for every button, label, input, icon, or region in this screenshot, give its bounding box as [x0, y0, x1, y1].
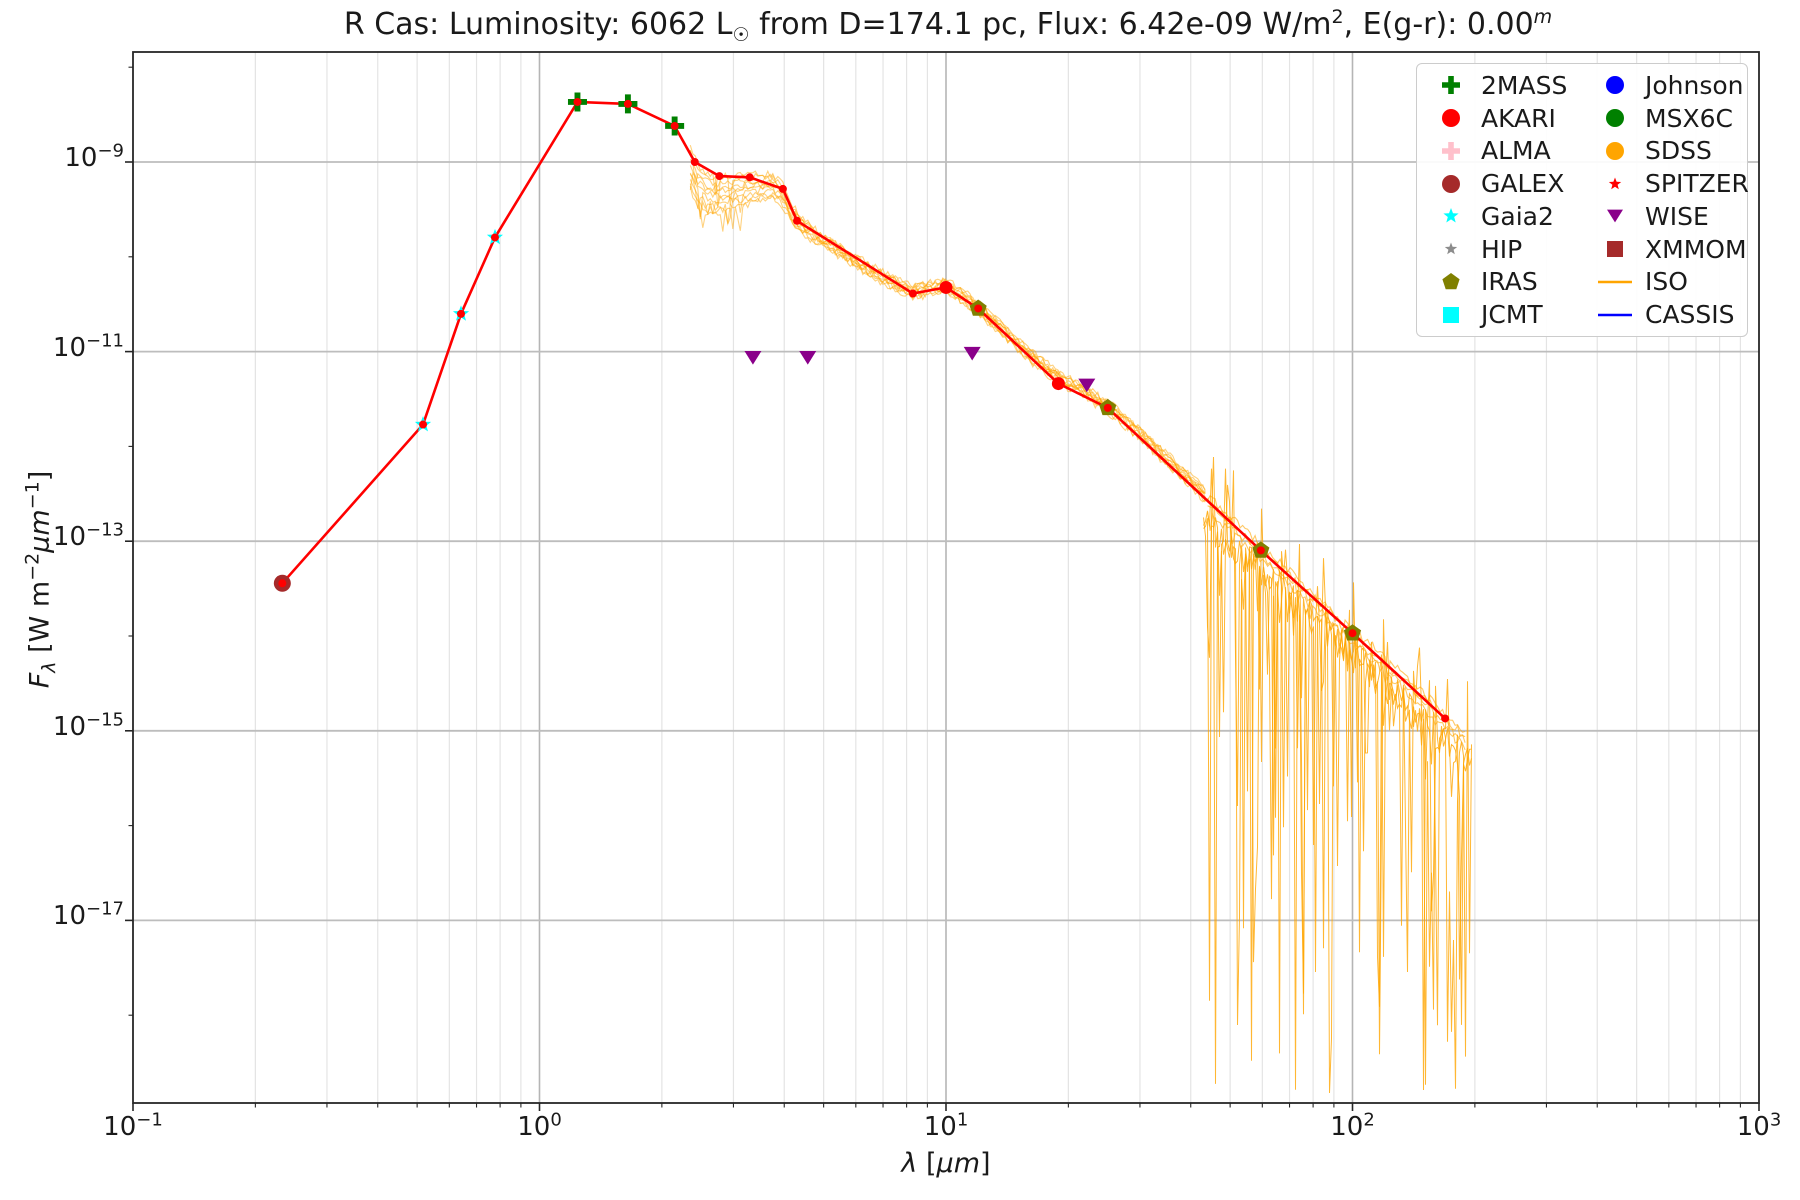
legend-item-2mass: 2MASS: [1417, 69, 1581, 102]
legend-item-spitzer: SPITZER: [1581, 167, 1749, 200]
legend-label-alma: ALMA: [1481, 136, 1551, 166]
legend-marker-galex-icon: [1442, 174, 1460, 193]
legend-marker-2mass-icon: [1442, 76, 1460, 95]
legend-marker-xmmom-icon: [1607, 241, 1623, 258]
legend-item-jcmt: JCMT: [1417, 298, 1581, 331]
legend-label-akari: AKARI: [1481, 103, 1556, 133]
legend-label-gaia2: Gaia2: [1481, 201, 1554, 231]
legend: 2MASS AKARI ALMA GALEX Gaia2 HIP IRAS JCMT John…: [1416, 63, 1749, 337]
legend-item-akari: AKARI: [1417, 102, 1581, 135]
legend-item-johnson: Johnson: [1581, 69, 1747, 102]
y-label-exp-a: −2: [21, 552, 44, 581]
iso-spectra: [689, 144, 1472, 1094]
legend-label-2mass: 2MASS: [1481, 70, 1568, 100]
photometry-markers: [273, 92, 1450, 723]
legend-item-alma: ALMA: [1417, 135, 1581, 168]
title-flux-exponent: 2: [1331, 6, 1344, 28]
x-label-unit: μm: [936, 1148, 981, 1179]
legend-item-gaia2: Gaia2: [1417, 200, 1581, 233]
legend-marker-wise-icon: [1607, 209, 1623, 223]
legend-item-sdss: SDSS: [1581, 135, 1747, 168]
title-mid: from D=174.1 pc, Flux: 6.42e-09 W/m: [749, 7, 1332, 42]
legend-label-spitzer: SPITZER: [1645, 169, 1749, 199]
legend-marker-hip-icon: [1444, 242, 1458, 255]
y-tick-label-4: 10−17: [52, 898, 124, 932]
legend-label-jcmt: JCMT: [1481, 300, 1543, 330]
legend-item-cassis: CASSIS: [1581, 298, 1747, 331]
legend-marker-akari-icon: [1442, 109, 1460, 128]
legend-label-hip: HIP: [1481, 234, 1523, 264]
legend-item-xmmom: XMMOM: [1581, 233, 1747, 266]
legend-marker-iso-icon: [1598, 280, 1632, 284]
legend-label-galex: GALEX: [1481, 169, 1565, 199]
legend-column-2: Johnson MSX6C SDSS SPITZER WISE XMMOM ISO CASSI…: [1581, 64, 1749, 336]
legend-column-1: 2MASS AKARI ALMA GALEX Gaia2 HIP IRAS JCMT: [1417, 64, 1581, 336]
legend-marker-sdss-icon: [1606, 141, 1624, 160]
x-label-bracket-close: ]: [980, 1148, 991, 1179]
sed-line: [281, 100, 1446, 720]
legend-marker-cassis-icon: [1598, 313, 1632, 316]
legend-label-iso: ISO: [1645, 267, 1688, 297]
legend-label-msx6c: MSX6C: [1645, 103, 1733, 133]
y-label-exp-b: −1: [21, 481, 44, 510]
legend-marker-iras-icon: [1442, 272, 1460, 290]
x-label-bracket-open: [: [917, 1148, 937, 1179]
x-tick-label-4: 103: [1736, 1109, 1782, 1142]
x-tick-label-2: 101: [923, 1109, 969, 1142]
title-tail: , E(g-r): 0.00: [1343, 7, 1534, 42]
legend-item-msx6c: MSX6C: [1581, 102, 1747, 135]
y-label-sub: λ: [37, 661, 60, 673]
legend-item-iso: ISO: [1581, 266, 1747, 299]
legend-label-sdss: SDSS: [1645, 136, 1712, 166]
legend-item-hip: HIP: [1417, 233, 1581, 266]
legend-label-cassis: CASSIS: [1645, 300, 1735, 330]
legend-label-iras: IRAS: [1481, 267, 1538, 297]
y-tick-label-3: 10−15: [52, 709, 124, 742]
legend-item-iras: IRAS: [1417, 266, 1581, 299]
legend-marker-jcmt-icon: [1443, 306, 1459, 323]
axes-spines: [125, 51, 1760, 1111]
legend-marker-spitzer-icon: [1608, 177, 1622, 189]
y-label-unit-c: ]: [24, 470, 56, 482]
y-tick-label-0: 10−9: [64, 140, 124, 173]
x-tick-label-0: 10−1: [103, 1109, 163, 1142]
legend-label-johnson: Johnson: [1645, 70, 1744, 100]
legend-marker-alma-icon: [1442, 141, 1460, 160]
plot-title: R Cas: Luminosity: 6062 L☉ from D=174.1 …: [0, 6, 1800, 46]
legend-label-wise: WISE: [1645, 201, 1709, 231]
legend-label-xmmom: XMMOM: [1645, 234, 1747, 264]
title-prefix: R Cas: Luminosity: 6062 L: [343, 7, 733, 42]
y-label-F: F: [24, 672, 56, 689]
legend-item-wise: WISE: [1581, 200, 1747, 233]
y-tick-label-2: 10−13: [52, 519, 124, 553]
x-label-lambda: λ: [901, 1148, 918, 1179]
x-tick-label-3: 102: [1330, 1109, 1375, 1142]
x-tick-label-1: 100: [517, 1109, 562, 1142]
y-label-unit-a: [W m: [24, 580, 56, 662]
title-mag-superscript: m: [1533, 6, 1553, 28]
legend-marker-gaia2-icon: [1443, 208, 1459, 223]
sun-symbol: ☉: [732, 24, 750, 46]
x-axis-label: λ [μm]: [846, 1148, 1046, 1179]
gridlines: [133, 52, 1759, 1103]
legend-marker-msx6c-icon: [1606, 109, 1624, 128]
y-tick-label-1: 10−11: [52, 329, 124, 363]
legend-marker-johnson-icon: [1606, 76, 1624, 95]
legend-item-galex: GALEX: [1417, 167, 1581, 200]
